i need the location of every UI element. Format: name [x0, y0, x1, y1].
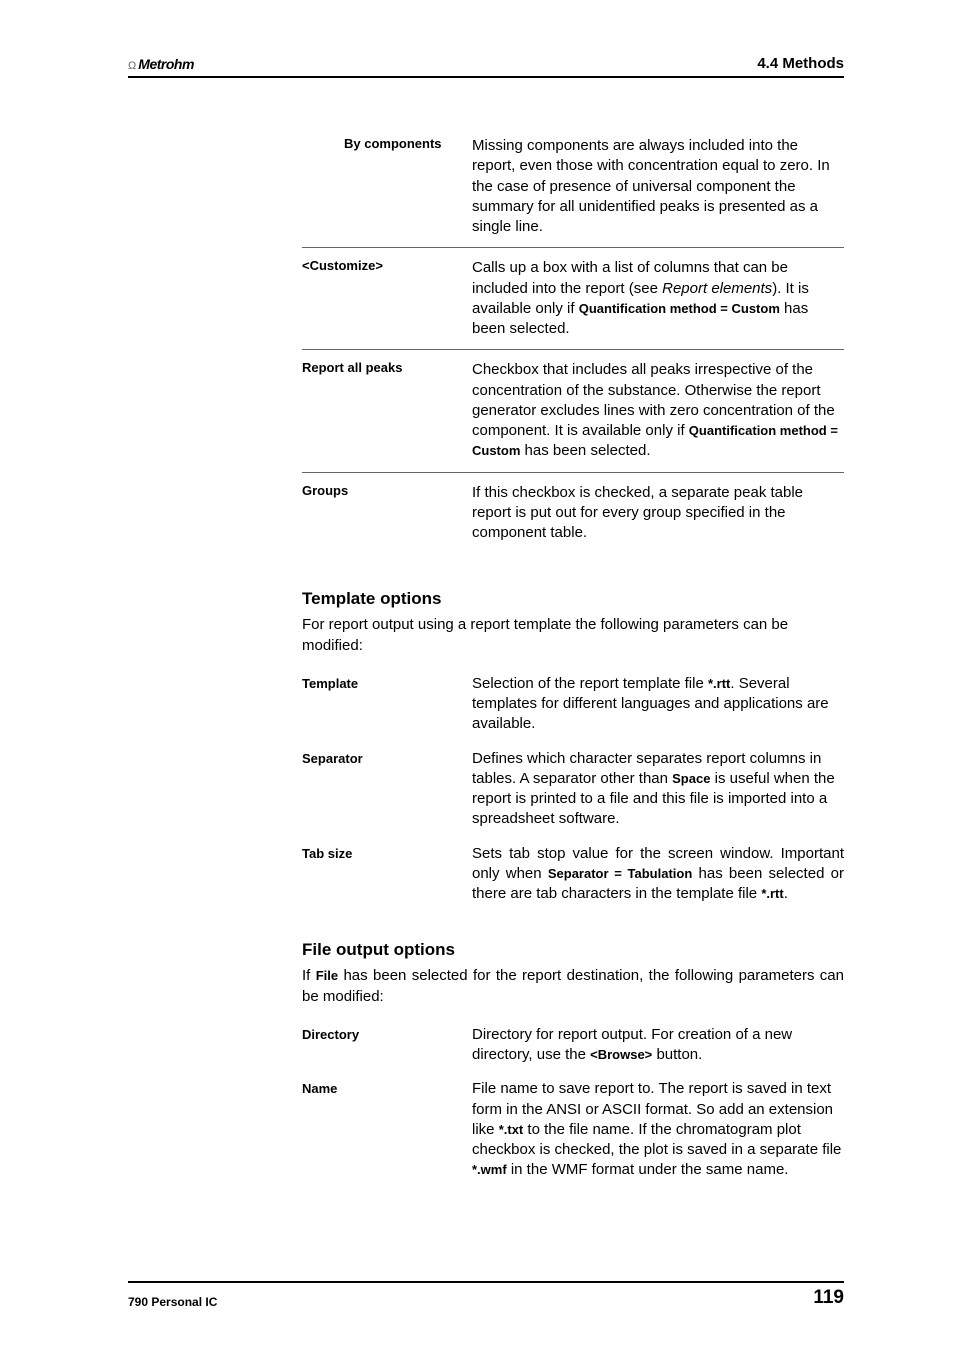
table-row: Report all peaksCheckbox that includes a… [302, 350, 844, 472]
logo: Ω Metrohm [128, 56, 194, 72]
template-options-intro: For report output using a report templat… [302, 615, 844, 656]
desc: Directory for report output. For creatio… [472, 1025, 844, 1066]
desc-cell: Missing components are always included i… [472, 126, 844, 248]
table-row: GroupsIf this checkbox is checked, a sep… [302, 472, 844, 553]
file-output-section: File output options If File has been sel… [302, 940, 844, 1180]
file-output-list: DirectoryDirectory for report output. Fo… [302, 1025, 844, 1181]
desc-cell: If this checkbox is checked, a separate … [472, 472, 844, 553]
file-output-intro: If File has been selected for the report… [302, 966, 844, 1007]
main-content: By componentsMissing components are alwa… [302, 126, 844, 1181]
table-row: <Customize>Calls up a box with a list of… [302, 248, 844, 350]
desc: Defines which character separates report… [472, 749, 844, 830]
term: Template [302, 674, 472, 735]
term: Name [302, 1079, 472, 1180]
term-cell: Report all peaks [302, 350, 472, 472]
page-header: Ω Metrohm 4.4 Methods [128, 55, 844, 78]
template-options-section: Template options For report output using… [302, 589, 844, 904]
desc: File name to save report to. The report … [472, 1079, 844, 1180]
table1-body: By componentsMissing components are alwa… [302, 126, 844, 553]
term: Directory [302, 1025, 472, 1066]
template-options-list: TemplateSelection of the report template… [302, 674, 844, 905]
definition-table-1: By componentsMissing components are alwa… [302, 126, 844, 553]
desc: Selection of the report template file *.… [472, 674, 844, 735]
term-cell: By components [302, 126, 472, 248]
list-item: SeparatorDefines which character separat… [302, 749, 844, 830]
file-output-title: File output options [302, 940, 844, 960]
section-number: 4.4 Methods [757, 55, 844, 72]
term-cell: <Customize> [302, 248, 472, 350]
footer-product: 790 Personal IC [128, 1295, 217, 1309]
page-number: 119 [813, 1287, 844, 1309]
table-row: By componentsMissing components are alwa… [302, 126, 844, 248]
term: Tab size [302, 844, 472, 905]
list-item: DirectoryDirectory for report output. Fo… [302, 1025, 844, 1066]
desc-cell: Checkbox that includes all peaks irrespe… [472, 350, 844, 472]
term: Separator [302, 749, 472, 830]
page-footer: 790 Personal IC 119 [128, 1281, 844, 1309]
list-item: TemplateSelection of the report template… [302, 674, 844, 735]
logo-text: Metrohm [138, 56, 194, 72]
desc: Sets tab stop value for the screen windo… [472, 844, 844, 905]
list-item: NameFile name to save report to. The rep… [302, 1079, 844, 1180]
term-cell: Groups [302, 472, 472, 553]
desc-cell: Calls up a box with a list of columns th… [472, 248, 844, 350]
template-options-title: Template options [302, 589, 844, 609]
list-item: Tab sizeSets tab stop value for the scre… [302, 844, 844, 905]
